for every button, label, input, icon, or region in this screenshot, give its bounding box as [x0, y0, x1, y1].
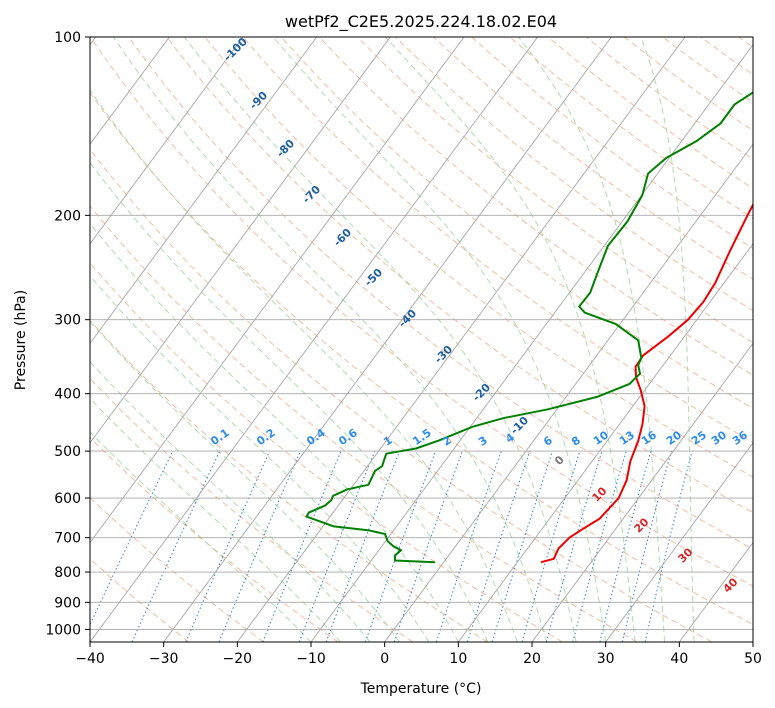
isotherm-line [90, 37, 391, 444]
mixing-ratio-line [572, 450, 627, 642]
mixing-ratio-line [621, 450, 672, 642]
y-tick-label: 800 [54, 565, 81, 581]
dry-adiabat-line [90, 262, 563, 642]
dry-adiabat-line [90, 91, 753, 626]
dry-adiabats [90, 37, 753, 642]
x-tick-label: −40 [75, 651, 105, 667]
y-tick-label: 500 [54, 444, 81, 460]
mixing-ratio-line [218, 450, 301, 642]
dewpoint-profile-line [305, 91, 753, 564]
x-tick-label: 30 [597, 651, 615, 667]
x-axis-title: Temperature (°C) [360, 681, 482, 697]
x-tick-label: 10 [449, 651, 467, 667]
isotherms [90, 37, 753, 642]
x-tick-label: −20 [223, 651, 253, 667]
x-tick-label: 40 [670, 651, 688, 667]
x-axis-ticks: −40 −30 −20 −10 0 10 20 30 40 50 [75, 642, 762, 667]
mixing-ratio-line [298, 450, 376, 642]
mixing-ratio-line [599, 450, 652, 642]
isotherm-line [163, 37, 612, 642]
x-tick-label: −30 [149, 651, 179, 667]
moist-adiabat-line [518, 37, 666, 642]
moist-adiabat-line [272, 37, 607, 642]
y-tick-label: 400 [54, 387, 81, 403]
mixing-ratio-line [521, 450, 581, 642]
dry-adiabat-line [280, 37, 753, 409]
profiles [305, 91, 753, 564]
dry-adiabat-line [166, 37, 753, 514]
dry-adiabat-line [357, 37, 753, 344]
isotherm-line [310, 43, 753, 642]
y-tick-label: 900 [54, 595, 81, 611]
dry-adiabat-line [90, 148, 712, 642]
plot-frame [89, 36, 754, 643]
dry-adiabat-line [90, 377, 414, 642]
chart-title: wetPf2_C2E5.2025.224.18.02.E04 [285, 12, 557, 32]
mixing-ratio-line [467, 450, 531, 642]
isotherm-line [605, 442, 753, 642]
isotherm-line [236, 37, 686, 642]
mixing-ratio-line [185, 450, 271, 642]
moist-adiabat-line [384, 37, 636, 642]
moist-adiabat-line [90, 361, 371, 642]
plot-area: 0.1 0.2 0.4 0.6 1 1.5 2 3 4 6 8 10 13 16 20 25 30 36-100-… [90, 37, 753, 642]
moist-adiabat-line [90, 397, 341, 642]
moist-adiabat-line [90, 223, 459, 642]
mixing-ratio-line [325, 450, 401, 642]
isotherm-line [90, 37, 539, 642]
mixing-ratio-line [545, 450, 603, 642]
mixing-ratio-line [491, 450, 553, 642]
moist-adiabats [90, 37, 695, 642]
moist-adiabat-line [90, 320, 400, 642]
y-tick-label: 300 [54, 313, 81, 329]
y-tick-label: 100 [54, 30, 81, 46]
pressure-gridlines [90, 37, 753, 630]
moist-adiabat-line [90, 89, 518, 642]
x-tick-label: 0 [380, 651, 389, 667]
dry-adiabat-line [90, 205, 638, 642]
isotherm-line [531, 342, 753, 642]
isotherm-line [90, 37, 318, 345]
y-tick-label: 1000 [45, 622, 81, 638]
isotherm-line [90, 37, 465, 544]
y-tick-label: 200 [54, 208, 81, 224]
dry-adiabat-line [318, 37, 753, 376]
x-tick-label: −10 [296, 651, 326, 667]
x-tick-label: 20 [523, 651, 541, 667]
moist-adiabat-line [112, 37, 548, 642]
mixing-ratio-line [364, 450, 437, 642]
y-axis-ticks: 100 200 300 400 500 600 700 800 900 1000 [45, 30, 90, 638]
isotherm-line [384, 143, 753, 642]
dry-adiabat-line [90, 37, 753, 587]
y-tick-label: 600 [54, 491, 81, 507]
moist-adiabat-line [640, 37, 695, 642]
moist-adiabat-line [184, 37, 577, 642]
y-axis-title: Pressure (hPa) [13, 290, 29, 390]
dry-adiabat-line [128, 37, 753, 550]
mixing-ratio-line [262, 450, 342, 642]
x-tick-label: 50 [744, 651, 762, 667]
moist-adiabat-line [90, 162, 489, 642]
isotherm-line [457, 243, 753, 642]
isotherm-line [90, 37, 244, 245]
isotherm-line [90, 37, 170, 146]
mixing-ratio-line [435, 450, 502, 642]
y-tick-label: 700 [54, 531, 81, 547]
moist-adiabat-line [90, 275, 430, 642]
